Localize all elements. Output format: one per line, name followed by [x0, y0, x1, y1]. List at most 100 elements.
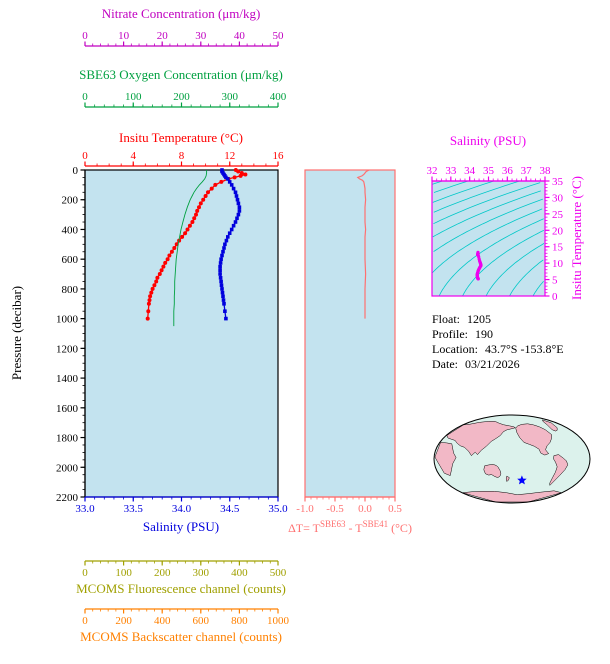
svg-text:500: 500	[270, 567, 287, 579]
svg-text:400: 400	[270, 91, 287, 103]
svg-text:-1.0: -1.0	[296, 503, 314, 515]
svg-text:300: 300	[222, 91, 239, 103]
delta-t-title-prefix: ΔT= T	[288, 521, 320, 535]
svg-text:20: 20	[552, 225, 564, 237]
svg-text:35: 35	[552, 176, 564, 188]
svg-text:20: 20	[157, 30, 169, 42]
date-line: Date: 03/21/2026	[432, 357, 564, 372]
svg-text:40: 40	[234, 30, 246, 42]
svg-text:100: 100	[125, 91, 142, 103]
float-location-star	[517, 475, 527, 485]
svg-text:200: 200	[154, 567, 171, 579]
delta-t-title-suffix: (°C)	[388, 521, 412, 535]
svg-text:300: 300	[193, 567, 210, 579]
float-info-block: Float: 1205 Profile: 190 Location: 43.7°S -…	[432, 312, 564, 372]
svg-text:0: 0	[82, 615, 88, 627]
delta-t-title-sup2: SBE41	[362, 519, 389, 529]
svg-text:37: 37	[521, 165, 533, 177]
backscatter-axis-title: MCOMS Backscatter channel (counts)	[80, 629, 282, 644]
svg-text:30: 30	[552, 192, 564, 204]
svg-text:100: 100	[115, 567, 132, 579]
svg-text:33.5: 33.5	[124, 503, 144, 515]
location-value: 43.7°S -153.8°E	[484, 342, 564, 356]
profile-number-line: Profile: 190	[432, 327, 564, 342]
svg-text:12: 12	[224, 150, 235, 162]
svg-text:10: 10	[118, 30, 130, 42]
svg-text:800: 800	[62, 284, 79, 296]
svg-text:4: 4	[131, 150, 137, 162]
ts-temperature-axis-title: Insitu Temperature (°C)	[569, 176, 584, 300]
svg-text:33.0: 33.0	[75, 503, 95, 515]
svg-text:35: 35	[483, 165, 495, 177]
svg-text:30: 30	[195, 30, 207, 42]
svg-text:200: 200	[173, 91, 190, 103]
nitrate-axis-title: Nitrate Concentration (μm/kg)	[101, 6, 261, 21]
svg-text:0: 0	[82, 91, 88, 103]
svg-text:10: 10	[552, 258, 564, 270]
svg-text:36: 36	[502, 165, 514, 177]
svg-text:2000: 2000	[56, 462, 79, 474]
svg-text:1800: 1800	[56, 433, 79, 445]
float-number-line: Float: 1205	[432, 312, 564, 327]
world-map	[433, 414, 591, 504]
location-label: Location:	[432, 342, 478, 356]
oxygen-axis-title: SBE63 Oxygen Concentration (μm/kg)	[79, 67, 283, 82]
svg-text:400: 400	[231, 567, 248, 579]
svg-text:15: 15	[552, 242, 564, 254]
svg-text:1000: 1000	[56, 314, 79, 326]
svg-text:16: 16	[273, 150, 285, 162]
svg-text:32: 32	[427, 165, 438, 177]
svg-text:0: 0	[82, 567, 88, 579]
svg-text:400: 400	[62, 224, 79, 236]
pressure-axis-title: Pressure (decibar)	[9, 285, 24, 381]
svg-text:600: 600	[193, 615, 210, 627]
ts-salinity-axis-title: Salinity (PSU)	[449, 133, 527, 148]
fluorescence-axis-title: MCOMS Fluorescence channel (counts)	[76, 581, 286, 596]
svg-text:5: 5	[552, 275, 558, 287]
svg-text:400: 400	[154, 615, 171, 627]
date-label: Date:	[432, 357, 458, 371]
delta-t-title-mid: - T	[345, 521, 363, 535]
map-land-group	[434, 419, 569, 503]
svg-text:0.5: 0.5	[388, 503, 402, 515]
ts-diagram: 32 33 34 35 36 37 38 0 5 10 15 20 25 30 35	[427, 165, 564, 303]
svg-text:8: 8	[179, 150, 185, 162]
profile-label: Profile:	[432, 327, 468, 341]
svg-text:2200: 2200	[56, 492, 79, 504]
svg-text:0.0: 0.0	[358, 503, 372, 515]
svg-text:25: 25	[552, 209, 564, 221]
svg-text:0: 0	[82, 30, 88, 42]
delta-t-plot: -1.0 -0.5 0.0 0.5	[296, 169, 402, 515]
location-line: Location: 43.7°S -153.8°E	[432, 342, 564, 357]
svg-text:1000: 1000	[267, 615, 290, 627]
svg-text:0: 0	[552, 291, 558, 303]
svg-text:35.0: 35.0	[268, 503, 288, 515]
svg-text:50: 50	[273, 30, 285, 42]
delta-t-axis-title: ΔT= TSBE63 - TSBE41 (°C)	[288, 519, 412, 536]
svg-text:38: 38	[540, 165, 552, 177]
svg-text:34: 34	[464, 165, 476, 177]
profile-value: 190	[475, 327, 493, 341]
svg-text:200: 200	[115, 615, 132, 627]
svg-text:1600: 1600	[56, 403, 79, 415]
svg-text:1200: 1200	[56, 343, 79, 355]
main-profile-plot: 0 200 400 600 800 1000 1200 1400 1600 1800 2000 220…	[56, 150, 288, 515]
svg-text:200: 200	[62, 195, 79, 207]
date-value: 03/21/2026	[465, 357, 520, 371]
delta-t-title-sup1: SBE63	[320, 519, 346, 529]
svg-text:0: 0	[82, 150, 88, 162]
float-label: Float:	[432, 312, 461, 326]
svg-text:0: 0	[73, 165, 79, 177]
svg-text:34.5: 34.5	[220, 503, 240, 515]
svg-text:-0.5: -0.5	[326, 503, 344, 515]
svg-text:1400: 1400	[56, 373, 79, 385]
float-value: 1205	[467, 312, 492, 326]
svg-text:34.0: 34.0	[172, 503, 192, 515]
svg-text:33: 33	[445, 165, 457, 177]
svg-text:600: 600	[62, 254, 79, 266]
salinity-axis-title: Salinity (PSU)	[142, 519, 220, 534]
svg-text:800: 800	[231, 615, 248, 627]
temperature-axis-title: Insitu Temperature (°C)	[119, 130, 243, 145]
